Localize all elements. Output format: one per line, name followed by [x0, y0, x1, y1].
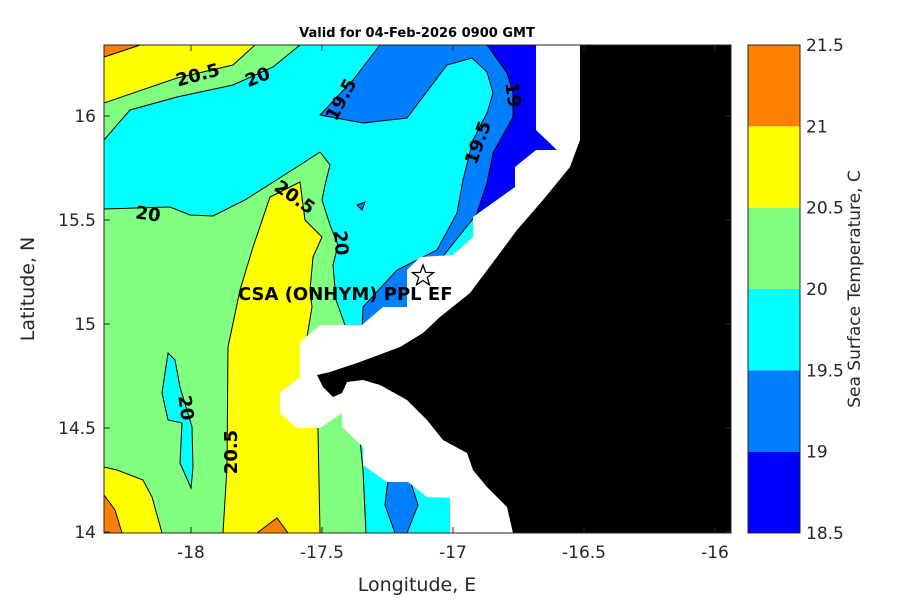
sst-band-21-21.5-south — [256, 517, 289, 533]
y-axis-label: Latitude, N — [17, 237, 39, 342]
colorbar-tick-label: 21.5 — [806, 36, 844, 56]
x-tick-label: -18 — [177, 543, 205, 563]
y-tick-label: 16 — [74, 107, 96, 127]
contour-label: 20 — [134, 202, 162, 226]
x-tick-label: -17 — [439, 543, 467, 563]
sst-band-19.5-20-patch — [161, 351, 194, 490]
sst-band-18.5-19-tip — [535, 133, 557, 150]
sst-band-20.5-21-strip — [222, 181, 323, 533]
colorbar-swatch — [748, 45, 800, 127]
y-tick-label: 14 — [74, 523, 96, 543]
colorbar-swatch — [748, 289, 800, 371]
sst-band-19-19.5-patch — [356, 201, 366, 211]
contour-label: 20.5 — [221, 430, 242, 474]
x-tick-label: -16.5 — [562, 543, 606, 563]
star-icon — [410, 263, 436, 287]
colorbar-tick-label: 20 — [806, 280, 828, 300]
colorbar-tick-label: 20.5 — [806, 199, 844, 219]
contour-label: 20 — [173, 394, 197, 422]
x-axis-label: Longitude, E — [358, 574, 477, 596]
colorbar-swatch — [748, 207, 800, 289]
colorbar-swatch — [748, 451, 800, 533]
site-annotation: CSA (ONHYM) PPL EF — [238, 284, 453, 305]
y-tick-label: 15 — [74, 315, 96, 335]
sst-band-21-21.5-nw — [104, 45, 141, 58]
sst-band-21-21.5-sw — [104, 494, 123, 533]
contour-label: 19 — [500, 81, 524, 109]
x-tick-label: -17.5 — [300, 543, 344, 563]
x-tick-label: -16 — [701, 543, 729, 563]
chart-title: Valid for 04-Feb-2026 0900 GMT — [299, 26, 535, 41]
y-tick-label: 15.5 — [58, 211, 96, 231]
contour-label: 20 — [329, 230, 352, 257]
colorbar-tick-label: 21 — [806, 117, 828, 137]
colorbar-tick-label: 19 — [806, 443, 828, 463]
colorbar-tick-label: 19.5 — [806, 361, 844, 381]
y-tick-label: 14.5 — [58, 419, 96, 439]
colorbar-label: Sea Surface Temperature, C — [845, 170, 865, 408]
sst-band-20.5-21-north — [104, 45, 256, 104]
colorbar-frame — [747, 44, 801, 534]
plot-frame — [103, 44, 732, 534]
colorbar-swatch — [748, 126, 800, 208]
colorbar — [748, 45, 800, 533]
sst-band-20.5-21-sw — [104, 466, 163, 533]
colorbar-swatch — [748, 370, 800, 452]
colorbar-tick-label: 18.5 — [806, 524, 844, 544]
land — [317, 45, 731, 533]
